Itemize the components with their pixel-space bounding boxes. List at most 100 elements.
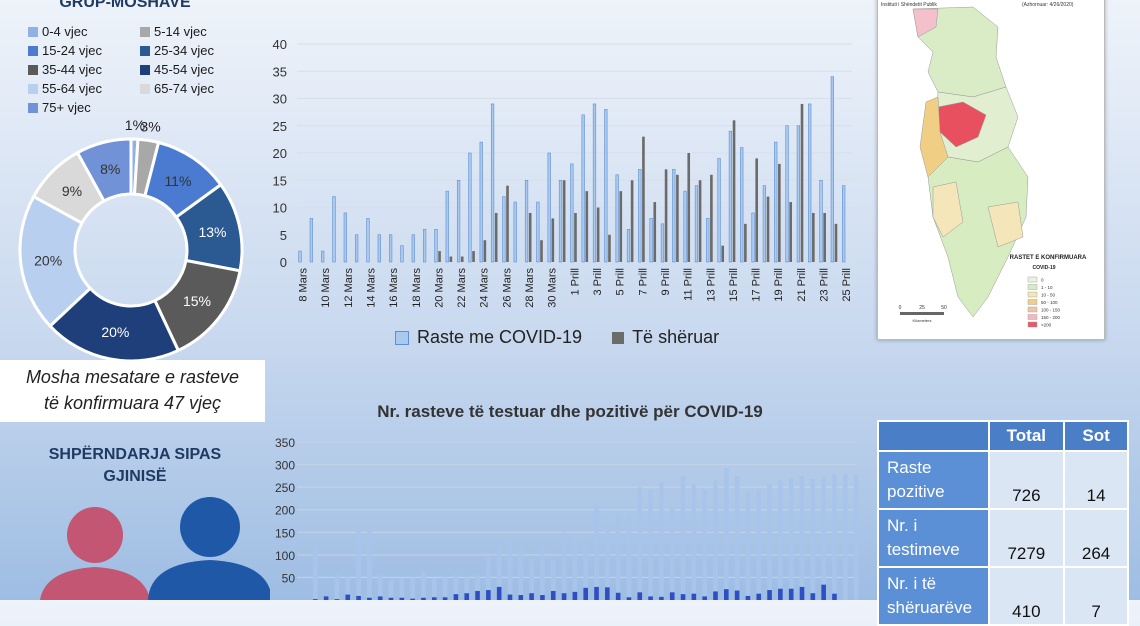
age-legend-item: 0-4 vjec [28,24,88,39]
bar-positive [323,596,329,600]
map-legend-swatch [1027,321,1038,328]
y-tick-label: 0 [280,255,287,270]
x-tick-label: 23 Prill [819,268,831,302]
bar-tests [486,557,491,600]
daily-cases-legend: Raste me COVID-19 Të shëruar [395,327,719,348]
donut-label: 3% [140,119,160,135]
map-scale-bar: 0 25 50 Kilometers [899,305,947,323]
bar-cases [717,158,721,263]
bar-tests [583,545,589,600]
bar-recovered [710,174,713,262]
bar-cases [321,250,325,263]
bar-cases [706,218,710,263]
bar-tests [399,578,405,600]
stats-positive-today: 14 [1063,450,1129,510]
bar-tests [453,575,459,600]
bar-positive [572,591,578,600]
bar-positive [518,595,524,600]
bar-tests [464,577,470,600]
map-legend-swatch [1027,284,1038,290]
bar-cases [774,141,778,263]
bar-recovered [562,180,566,262]
bar-tests [745,491,751,600]
gender-title-line-2: GJINISË [103,468,167,485]
bar-positive [431,597,437,600]
bar-positive [421,597,426,600]
age-legend-item: 65-74 vjec [140,81,214,96]
map-legend-label: 0 [1041,278,1044,283]
bar-tests [594,505,599,600]
bar-cases [683,190,687,263]
age-legend-label: 5-14 vjec [154,24,207,39]
bar-positive [626,597,632,600]
male-head-icon [180,497,240,557]
bar-tests [734,475,740,600]
bar-tests [810,479,816,600]
bar-cases [796,125,800,263]
bar-recovered [687,153,691,262]
bar-positive [637,592,643,600]
stats-label-recovered: Nr. i të shëruarëve [877,566,990,626]
bar-tests [442,577,448,600]
bar-tests [713,480,718,600]
bar-recovered [664,169,668,262]
bar-cases [309,218,313,263]
bar-tests [356,527,361,600]
age-legend-swatch [140,26,150,37]
bar-cases [660,223,665,263]
bar-cases [536,201,540,263]
map-legend-label: >200 [1041,323,1052,328]
map-legend-label: 1 - 10 [1041,285,1053,290]
bar-recovered [596,207,600,262]
bar-recovered [528,212,532,262]
donut-label: 8% [100,161,120,177]
bar-tests [550,560,556,600]
map-legend-label: 150 - 200 [1041,315,1061,320]
map-southwest-region [932,181,964,238]
bar-recovered [698,180,702,262]
bar-tests [723,468,729,600]
map-legend-swatch [1027,291,1038,298]
bar-recovered [755,158,759,262]
bar-tests [475,575,480,600]
bar-positive [486,590,491,600]
bar-recovered [789,202,792,262]
bar-recovered [483,240,487,262]
bar-cases [332,196,336,263]
bar-positive [702,596,707,600]
bar-tests [529,559,534,600]
bar-positive [778,588,783,600]
x-tick-label: 7 Prill [637,268,649,296]
bar-cases [694,185,699,263]
age-legend-swatch [140,64,150,75]
age-legend-swatch [140,83,150,94]
bar-cases [524,179,529,263]
bar-cases [468,152,472,263]
x-tick-label: 14 Mars [365,268,377,308]
bar-recovered [676,174,679,262]
gender-section-title: SHPËRNDARJA SIPAS GJINISË [20,444,250,488]
bar-cases [808,103,812,263]
y-tick-label: 100 [275,549,295,563]
y-tick-label: 250 [275,481,295,495]
y-tick-label: 350 [275,436,295,450]
bar-cases [355,234,359,263]
bar-cases [570,163,574,263]
bar-cases [298,250,302,263]
bar-cases [819,179,823,263]
bar-tests [669,507,675,600]
age-legend-label: 35-44 vjec [42,62,102,77]
bar-positive [605,587,610,600]
bar-positive [713,591,718,600]
scale-label-0: 0 [899,305,902,311]
bar-recovered [506,185,509,262]
mean-age-line-1: Mosha mesatare e rasteve [25,367,240,387]
x-tick-label: 12 Mars [343,268,355,308]
gender-figures [40,497,270,600]
stats-label-tests-1: Nr. i [887,516,918,535]
stats-tests-today: 264 [1063,508,1129,568]
x-tick-label: 26 Mars [501,268,513,308]
bar-tests [659,482,664,600]
scale-label-50: 50 [941,305,947,311]
x-tick-label: 11 Prill [683,268,695,301]
